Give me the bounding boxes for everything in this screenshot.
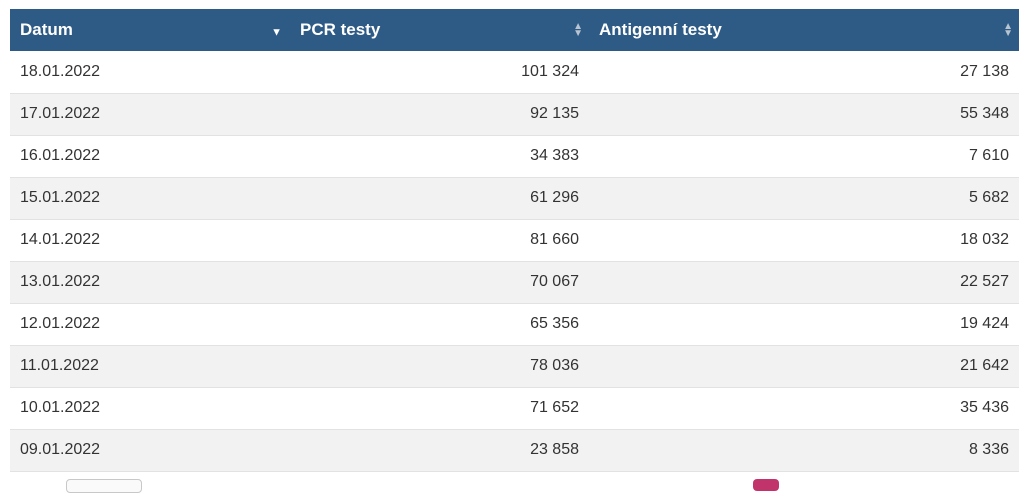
pagination-button[interactable] (66, 479, 142, 493)
pcr-cell: 78 036 (530, 357, 579, 374)
pcr-cell: 101 324 (521, 62, 579, 80)
antigen-cell: 19 424 (960, 315, 1009, 332)
pcr-cell: 23 858 (530, 441, 579, 458)
date-cell: 10.01.2022 (20, 399, 101, 416)
tests-table: Datum ▼ PCR testy ▲ ▼ Antigenní testy ▲ ▼ … (10, 9, 1019, 472)
antigen-cell: 8 336 (968, 441, 1009, 458)
pcr-cell: 65 356 (530, 315, 579, 332)
antigen-cell: 5 682 (968, 189, 1009, 206)
date-cell: 16.01.2022 (20, 147, 101, 164)
column-header-label: Antigenní testy (599, 20, 722, 39)
table-body: 18.01.2022 101 324 27 138 17.01.2022 92 … (10, 51, 1019, 471)
table-row: 09.01.2022 23 858 8 336 (10, 429, 1019, 471)
date-cell: 15.01.2022 (20, 189, 101, 206)
pcr-cell: 92 135 (530, 105, 579, 122)
column-header-antigen[interactable]: Antigenní testy ▲ ▼ (589, 9, 1019, 51)
date-cell: 09.01.2022 (20, 441, 101, 458)
sort-updown-icon[interactable]: ▲ ▼ (1003, 21, 1013, 39)
column-header-label: Datum (20, 20, 73, 39)
table-row: 16.01.2022 34 383 7 610 (10, 135, 1019, 177)
sort-desc-icon[interactable]: ▼ (271, 26, 282, 39)
pagination-active-button[interactable] (753, 479, 779, 491)
table-row: 10.01.2022 71 652 35 436 (10, 387, 1019, 429)
date-cell: 14.01.2022 (20, 231, 101, 248)
antigen-cell: 35 436 (960, 399, 1009, 416)
antigen-cell: 7 610 (968, 147, 1009, 164)
date-cell: 11.01.2022 (20, 357, 99, 374)
pcr-cell: 61 296 (530, 189, 579, 206)
antigen-cell: 21 642 (960, 357, 1009, 374)
date-cell: 18.01.2022 (20, 62, 101, 80)
antigen-cell: 22 527 (960, 273, 1009, 290)
table-row: 11.01.2022 78 036 21 642 (10, 345, 1019, 387)
pcr-cell: 70 067 (530, 273, 579, 290)
column-header-datum[interactable]: Datum ▼ (10, 9, 290, 51)
table-row: 13.01.2022 70 067 22 527 (10, 261, 1019, 303)
sort-updown-icon[interactable]: ▲ ▼ (573, 21, 583, 39)
header-row: Datum ▼ PCR testy ▲ ▼ Antigenní testy ▲ ▼ (10, 9, 1019, 51)
pcr-cell: 34 383 (530, 147, 579, 164)
table-row: 17.01.2022 92 135 55 348 (10, 93, 1019, 135)
date-cell: 12.01.2022 (20, 315, 101, 332)
pcr-cell: 81 660 (530, 231, 579, 248)
pcr-cell: 71 652 (530, 399, 579, 416)
date-cell: 13.01.2022 (20, 273, 101, 290)
table-row: 18.01.2022 101 324 27 138 (10, 51, 1019, 93)
antigen-cell: 27 138 (960, 62, 1009, 80)
data-table-container: Datum ▼ PCR testy ▲ ▼ Antigenní testy ▲ ▼ … (10, 9, 1019, 472)
column-header-label: PCR testy (300, 20, 381, 39)
table-row: 12.01.2022 65 356 19 424 (10, 303, 1019, 345)
date-cell: 17.01.2022 (20, 105, 101, 122)
table-row: 14.01.2022 81 660 18 032 (10, 219, 1019, 261)
table-row: 15.01.2022 61 296 5 682 (10, 177, 1019, 219)
column-header-pcr[interactable]: PCR testy ▲ ▼ (290, 9, 589, 51)
table-header: Datum ▼ PCR testy ▲ ▼ Antigenní testy ▲ ▼ (10, 9, 1019, 51)
antigen-cell: 55 348 (960, 105, 1009, 122)
antigen-cell: 18 032 (960, 231, 1009, 248)
